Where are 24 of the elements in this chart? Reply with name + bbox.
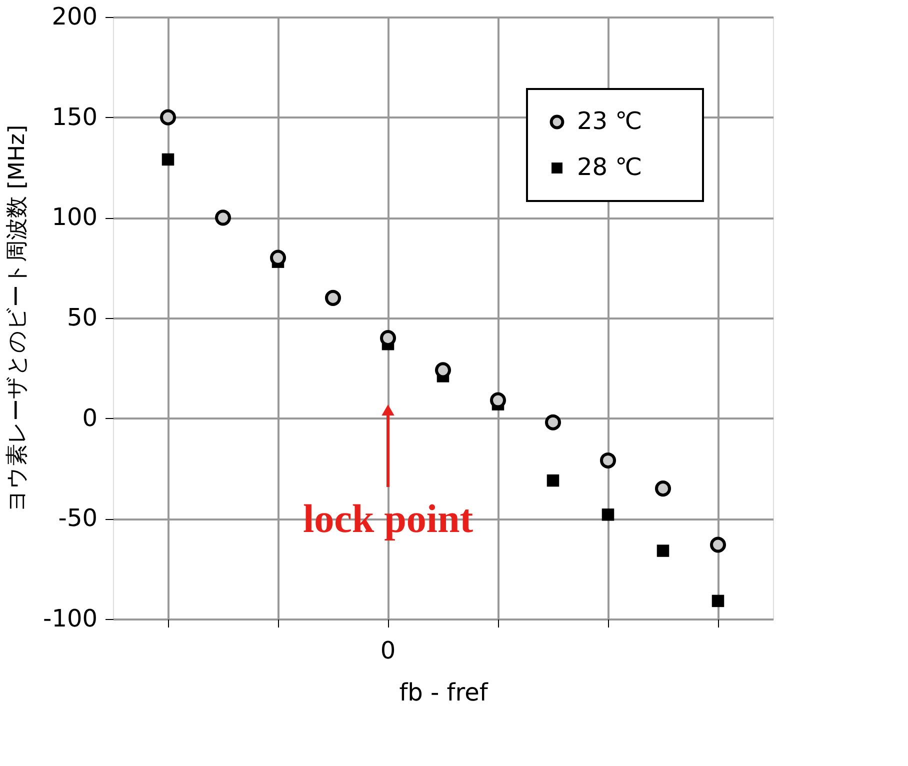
point	[656, 544, 670, 557]
point	[546, 474, 560, 487]
y-tick-label: -50	[58, 504, 98, 532]
point	[602, 508, 614, 521]
point	[600, 452, 616, 468]
point	[710, 536, 726, 553]
y-tick-label: -100	[43, 604, 98, 632]
y-axis-title: ヨウ素レーザとのビート周波数 [MHz]	[5, 124, 30, 512]
x-axis-title: fb - fref	[399, 678, 488, 706]
y-tick-label: 50	[66, 304, 98, 332]
legend-label: 28 ℃	[577, 153, 642, 181]
y-tick-label: 200	[52, 2, 98, 30]
point	[324, 290, 342, 306]
point	[214, 210, 232, 226]
annotation: lock point	[302, 496, 474, 541]
y-tick-label: 150	[52, 102, 98, 131]
point	[712, 594, 724, 608]
y-tick-label: 0	[82, 404, 98, 432]
point	[160, 109, 176, 126]
legend-label: 23 ℃	[577, 107, 642, 135]
point	[544, 414, 562, 430]
point	[162, 153, 174, 166]
y-tick-label: 100	[52, 203, 98, 232]
point	[654, 480, 672, 497]
